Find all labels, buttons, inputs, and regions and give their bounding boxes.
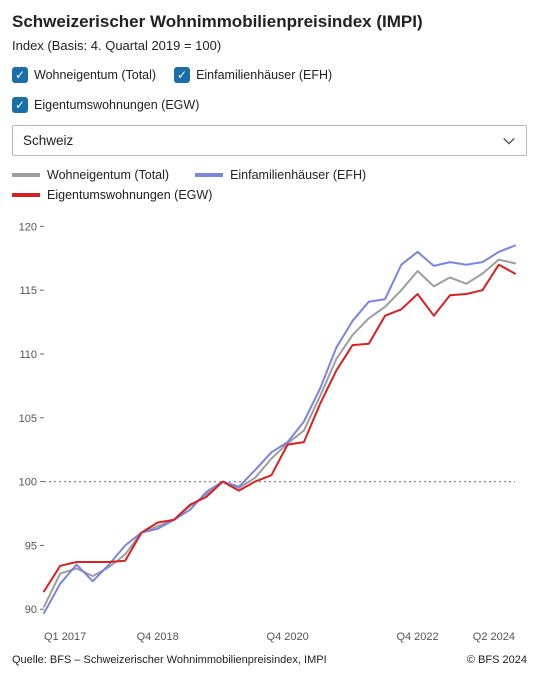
svg-text:120: 120: [19, 221, 37, 233]
legend-swatch: [12, 193, 40, 197]
svg-text:90: 90: [25, 604, 37, 616]
checkbox-total[interactable]: ✓ Wohneigentum (Total): [12, 67, 156, 83]
legend-item: Wohneigentum (Total): [12, 168, 169, 182]
check-icon: ✓: [174, 67, 190, 83]
page-subtitle: Index (Basis: 4. Quartal 2019 = 100): [12, 38, 527, 53]
checkbox-label: Einfamilienhäuser (EFH): [196, 68, 332, 82]
region-select-value: Schweiz: [23, 133, 73, 148]
series-checkbox-row: ✓ Wohneigentum (Total) ✓ Einfamilienhäus…: [12, 67, 527, 113]
page-title: Schweizerischer Wohnimmobilienpreisindex…: [12, 12, 527, 32]
region-select[interactable]: Schweiz: [12, 125, 527, 156]
svg-text:Q2 2024: Q2 2024: [473, 631, 515, 643]
legend-label: Wohneigentum (Total): [47, 168, 169, 182]
svg-text:Q4 2022: Q4 2022: [396, 631, 438, 643]
legend-swatch: [12, 173, 40, 177]
checkbox-egw[interactable]: ✓ Eigentumswohnungen (EGW): [12, 97, 199, 113]
check-icon: ✓: [12, 67, 28, 83]
checkbox-efh[interactable]: ✓ Einfamilienhäuser (EFH): [174, 67, 332, 83]
legend-label: Einfamilienhäuser (EFH): [230, 168, 366, 182]
source-label: Quelle: BFS – Schweizerischer Wohnimmobi…: [12, 654, 327, 666]
svg-text:Q4 2020: Q4 2020: [267, 631, 309, 643]
legend-item: Einfamilienhäuser (EFH): [195, 168, 366, 182]
svg-text:Q1 2017: Q1 2017: [44, 631, 86, 643]
svg-text:110: 110: [19, 349, 37, 361]
check-icon: ✓: [12, 97, 28, 113]
svg-text:105: 105: [19, 413, 37, 425]
legend-item: Eigentumswohnungen (EGW): [12, 188, 212, 202]
checkbox-label: Wohneigentum (Total): [34, 68, 156, 82]
svg-text:100: 100: [19, 477, 37, 489]
checkbox-label: Eigentumswohnungen (EGW): [34, 98, 199, 112]
legend-label: Eigentumswohnungen (EGW): [47, 188, 212, 202]
line-chart: 90 95 100 105 110 115 120 Q1 2017 Q4 2018 Q4 2020…: [12, 210, 527, 650]
svg-text:95: 95: [25, 540, 37, 552]
svg-text:Q4 2018: Q4 2018: [137, 631, 179, 643]
svg-text:115: 115: [19, 285, 37, 297]
legend-swatch: [195, 173, 223, 177]
copyright-label: © BFS 2024: [467, 654, 527, 666]
chart-legend: Wohneigentum (Total) Einfamilienhäuser (…: [12, 168, 527, 202]
chevron-down-icon: [502, 134, 516, 148]
